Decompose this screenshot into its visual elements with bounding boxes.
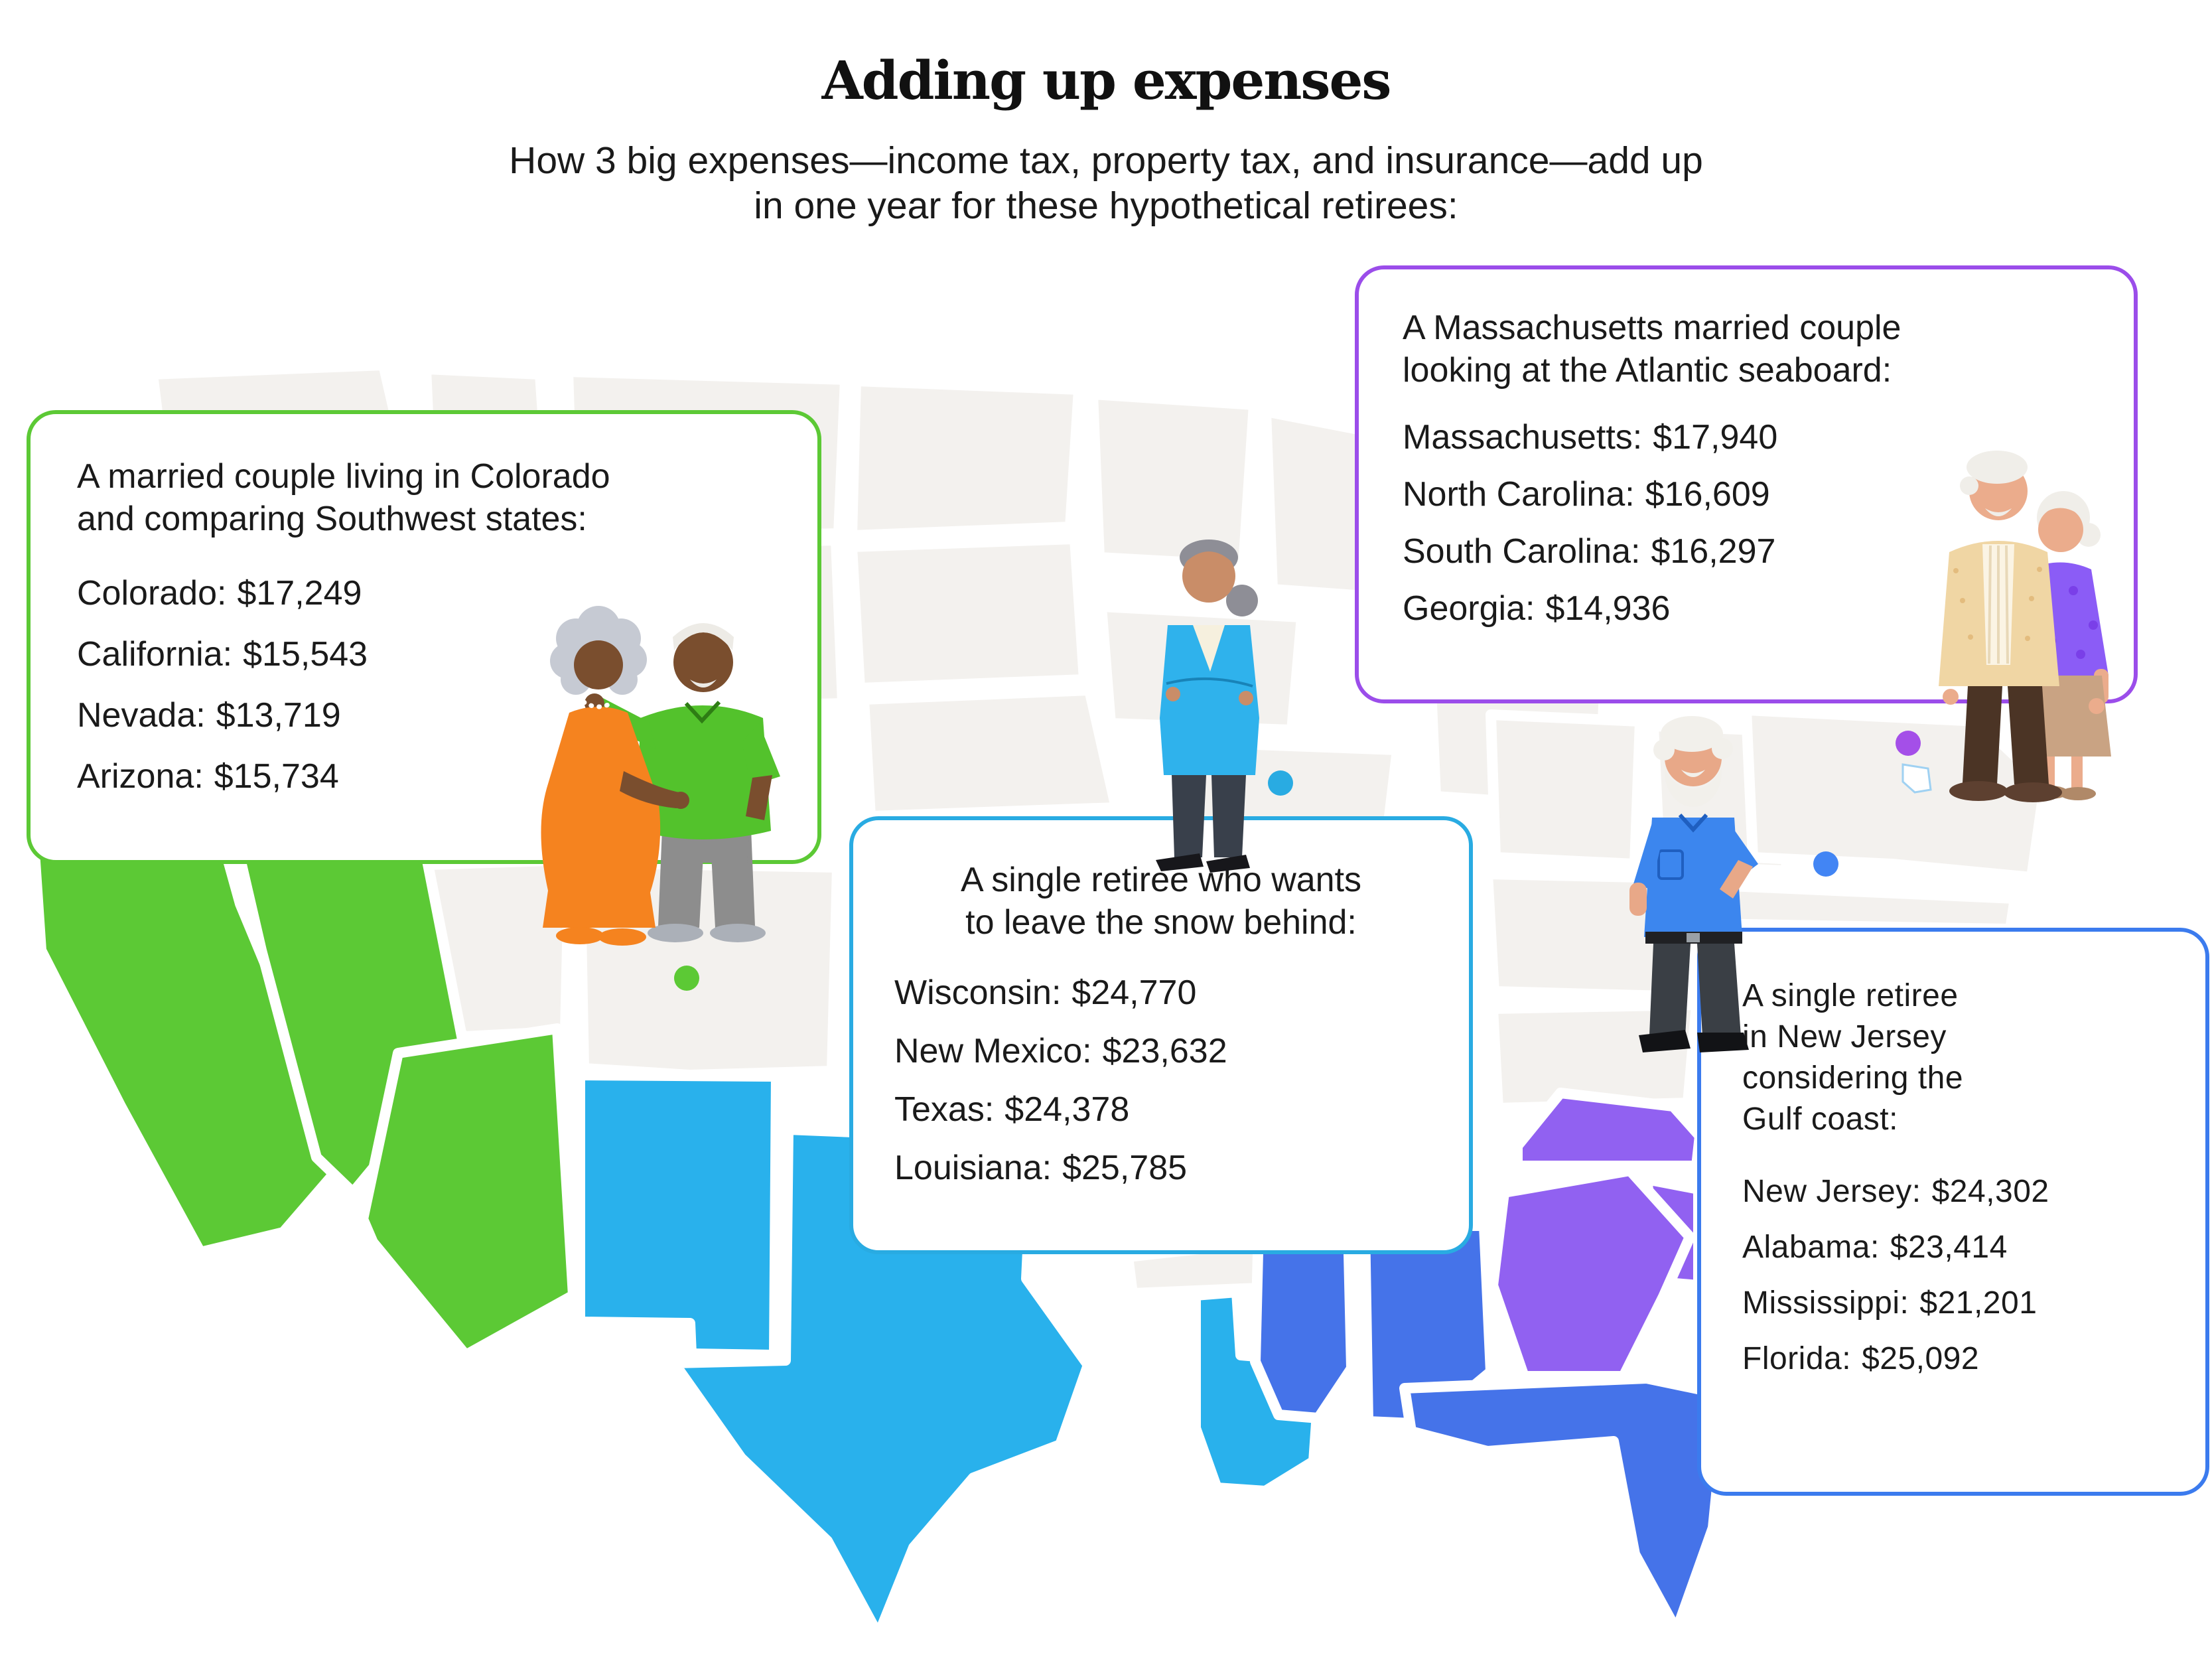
state-amount-row: Florida: $25,092 xyxy=(1742,1331,2164,1387)
state-amount-row: Massachusetts: $17,940 xyxy=(1403,409,2090,466)
state-label: South Carolina: xyxy=(1403,532,1641,571)
heading-line: in New Jersey xyxy=(1742,1019,1947,1054)
state-amount: $16,609 xyxy=(1645,475,1770,514)
callout-atlantic-items: Massachusetts: $17,940 North Carolina: $16… xyxy=(1403,409,2090,637)
state-amount-row: Mississippi: $21,201 xyxy=(1742,1275,2164,1331)
map-purple-states xyxy=(1487,1088,1705,1382)
state-amount-row: South Carolina: $16,297 xyxy=(1403,523,2090,580)
heading-line: A single retiree who wants xyxy=(960,861,1362,899)
state-label: Alabama: xyxy=(1742,1230,1880,1265)
subtitle-line-2: in one year for these hypothetical retir… xyxy=(754,184,1458,227)
state-amount: $24,770 xyxy=(1071,974,1197,1012)
heading-line: A married couple living in Colorado xyxy=(77,457,610,496)
state-label: California: xyxy=(77,635,233,674)
state-amount: $23,632 xyxy=(1102,1032,1227,1070)
state-amount: $13,719 xyxy=(216,696,341,735)
dot-new-jersey xyxy=(1813,851,1838,877)
callout-southwest: A married couple living in Colorado and … xyxy=(27,410,821,864)
state-amount: $25,785 xyxy=(1062,1149,1188,1187)
state-label: Texas: xyxy=(894,1090,995,1129)
callout-atlantic-heading: A Massachusetts married couple looking a… xyxy=(1403,307,2090,392)
state-amount-row: California: $15,543 xyxy=(77,624,771,685)
heading-line: looking at the Atlantic seaboard: xyxy=(1403,351,1892,390)
state-label: Mississippi: xyxy=(1742,1285,1909,1321)
state-amount: $24,302 xyxy=(1931,1174,2049,1209)
callout-gulf-items: New Jersey: $24,302 Alabama: $23,414 Missi… xyxy=(1742,1164,2164,1387)
state-label: North Carolina: xyxy=(1403,475,1635,514)
state-amount-row: New Jersey: $24,302 xyxy=(1742,1164,2164,1220)
state-amount: $24,378 xyxy=(1004,1090,1130,1129)
state-amount: $21,201 xyxy=(1919,1285,2038,1321)
state-amount: $15,543 xyxy=(243,635,368,674)
dot-colorado xyxy=(674,966,699,991)
state-label: Louisiana: xyxy=(894,1149,1052,1187)
state-amount: $17,940 xyxy=(1653,418,1778,457)
dot-wisconsin xyxy=(1268,770,1293,796)
page-title: Adding up expenses xyxy=(821,49,1392,111)
state-label: New Jersey: xyxy=(1742,1174,1921,1209)
map-new-jersey-outline xyxy=(1901,763,1932,794)
callout-snowbird-items: Wisconsin: $24,770 New Mexico: $23,632 Tex… xyxy=(894,964,1428,1197)
heading-line: and comparing Southwest states: xyxy=(77,500,587,538)
callout-southwest-items: Colorado: $17,249 California: $15,543 Neva… xyxy=(77,563,771,807)
map-cyan-states xyxy=(575,1070,1324,1640)
callout-snowbird-heading: A single retiree who wants to leave the … xyxy=(894,859,1428,944)
state-label: Wisconsin: xyxy=(894,974,1062,1012)
state-label: Florida: xyxy=(1742,1341,1852,1376)
state-amount: $23,414 xyxy=(1890,1230,2008,1265)
state-label: New Mexico: xyxy=(894,1032,1092,1070)
state-label: Nevada: xyxy=(77,696,206,735)
map-green-states xyxy=(28,827,579,1360)
state-label: Massachusetts: xyxy=(1403,418,1643,457)
state-amount-row: Wisconsin: $24,770 xyxy=(894,964,1428,1022)
map-royal-blue-states xyxy=(1250,1220,1732,1636)
state-amount-row: Louisiana: $25,785 xyxy=(894,1139,1428,1197)
state-label: Arizona: xyxy=(77,757,204,796)
callout-atlantic: A Massachusetts married couple looking a… xyxy=(1355,265,2138,703)
state-amount: $25,092 xyxy=(1862,1341,1980,1376)
state-amount: $14,936 xyxy=(1545,589,1671,628)
state-amount: $15,734 xyxy=(214,757,339,796)
state-amount-row: Nevada: $13,719 xyxy=(77,685,771,746)
state-amount-row: Arizona: $15,734 xyxy=(77,746,771,807)
heading-line: Gulf coast: xyxy=(1742,1102,1898,1137)
state-label: Colorado: xyxy=(77,574,227,613)
state-amount-row: New Mexico: $23,632 xyxy=(894,1022,1428,1080)
state-amount-row: Georgia: $14,936 xyxy=(1403,580,2090,637)
state-label: Georgia: xyxy=(1403,589,1535,628)
state-amount-row: Alabama: $23,414 xyxy=(1742,1220,2164,1275)
heading-line: considering the xyxy=(1742,1060,1964,1096)
state-amount-row: Texas: $24,378 xyxy=(894,1080,1428,1139)
callout-snowbird: A single retiree who wants to leave the … xyxy=(849,816,1473,1254)
heading-line: to leave the snow behind: xyxy=(965,903,1357,942)
state-amount: $16,297 xyxy=(1651,532,1776,571)
state-amount: $17,249 xyxy=(237,574,362,613)
callout-southwest-heading: A married couple living in Colorado and … xyxy=(77,455,771,540)
heading-line: A Massachusetts married couple xyxy=(1403,309,1901,347)
page-subtitle: How 3 big expenses—income tax, property … xyxy=(0,138,2212,228)
subtitle-line-1: How 3 big expenses—income tax, property … xyxy=(509,139,1703,182)
heading-line: A single retiree xyxy=(1742,978,1959,1013)
state-amount-row: North Carolina: $16,609 xyxy=(1403,466,2090,523)
callout-gulf: A single retiree in New Jersey consideri… xyxy=(1697,928,2209,1496)
state-amount-row: Colorado: $17,249 xyxy=(77,563,771,624)
callout-gulf-heading: A single retiree in New Jersey consideri… xyxy=(1742,975,2164,1140)
dot-massachusetts xyxy=(1896,731,1921,756)
